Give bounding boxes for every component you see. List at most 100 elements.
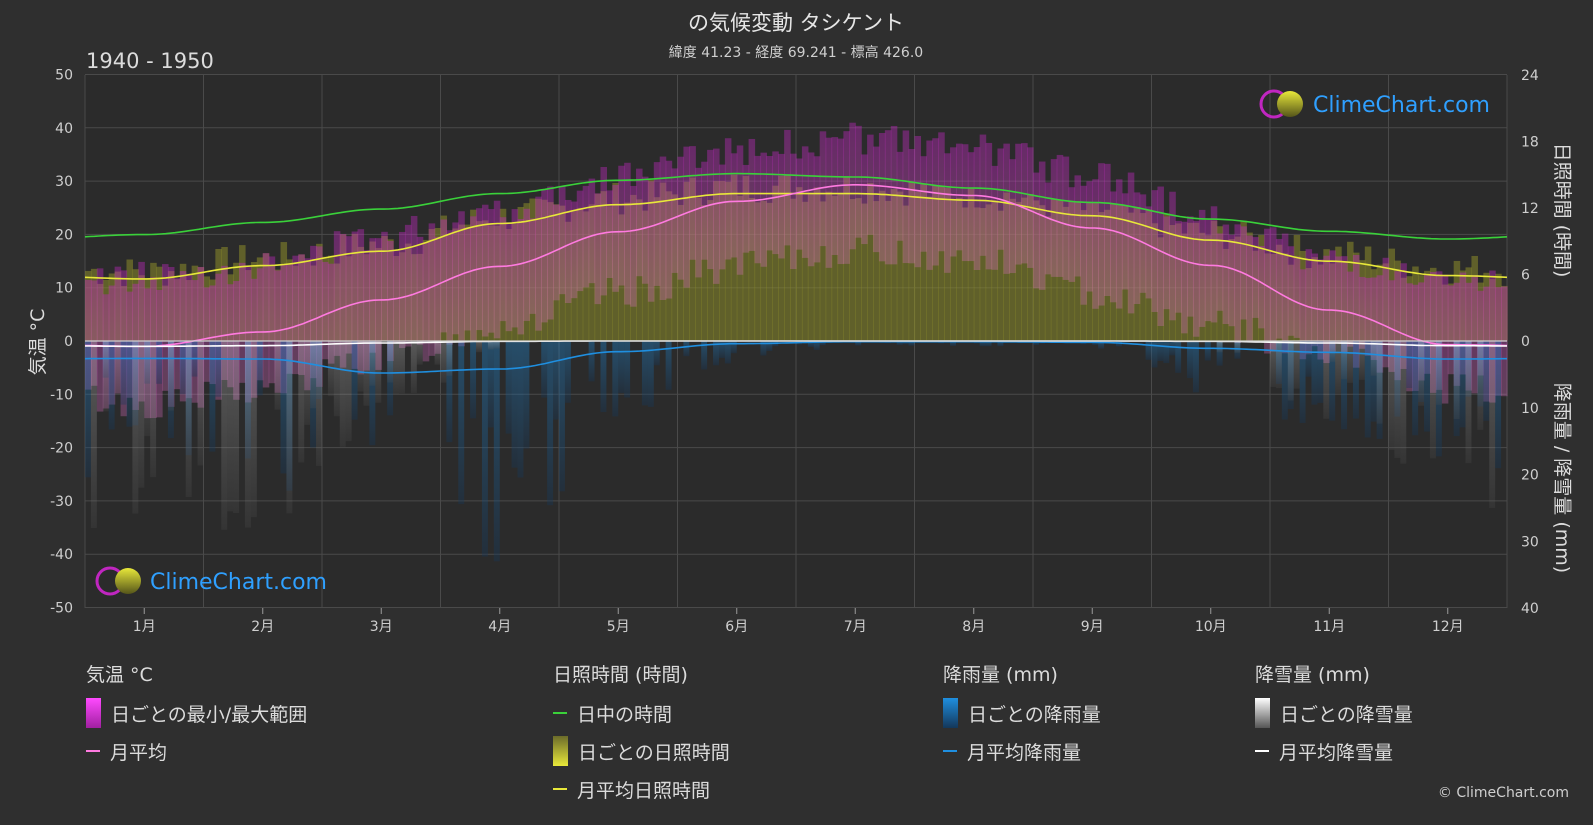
daylight-line (84, 172, 1508, 240)
rain-day-bar (1406, 341, 1413, 389)
watermark-logo-bottom: ClimeChart.com (95, 566, 327, 596)
rain-day-bar (618, 341, 625, 393)
watermark-text-bottom: ClimeChart.com (150, 570, 327, 595)
snow-day-bar (138, 341, 145, 488)
temp-range-day-bar (718, 164, 726, 270)
sunshine-day-bar (867, 182, 874, 341)
rain-day-bar (902, 341, 909, 345)
temp-range-day-bar (1394, 271, 1401, 381)
temp-range-day-bar (938, 132, 945, 252)
rain-day-bar (493, 341, 500, 562)
temp-range-day-bar (1264, 228, 1271, 354)
temp-range-day-bar (381, 231, 388, 342)
temp-range-day-bar (677, 156, 685, 280)
rain-day-bar (1157, 341, 1164, 361)
sunshine-day-bar (813, 187, 821, 341)
temp-range-day-bar (683, 146, 690, 288)
temp-range-day-bar (855, 125, 862, 238)
legend-snow: 降雪量 (mm) 日ごとの降雪量 月平均降雪量 (1255, 660, 1413, 777)
temp-range-swatch (86, 698, 101, 728)
sunshine-day-bar (724, 181, 732, 341)
rain-day-bar (1495, 341, 1502, 469)
temp-range-day-bar (1127, 172, 1135, 314)
rain-day-bar (511, 341, 518, 468)
rain-day-bar (950, 341, 956, 346)
temp-range-day-bar (1341, 256, 1348, 353)
temp-range-day-bar (416, 236, 424, 345)
sunshine-day-bar (831, 195, 839, 341)
sunshine-day-bar (1021, 197, 1028, 341)
rain-day-bar (517, 341, 524, 478)
right-top-tick-label: 24 (1521, 68, 1539, 84)
rain-daily-swatch (943, 698, 958, 728)
temp-range-day-bar (1465, 282, 1473, 391)
sunshine-day-bar (1044, 216, 1052, 341)
temp-range-day-bar (612, 184, 619, 292)
temp-range-day-bar (434, 236, 442, 354)
left-tick-label: 30 (55, 174, 73, 190)
snow-day-bar (1388, 341, 1395, 451)
temp-range-day-bar (256, 268, 264, 381)
snow-day-bar (250, 341, 257, 518)
temp-range-day-bar (1477, 290, 1484, 376)
temp-range-day-bar (138, 261, 145, 402)
rain-day-bar (458, 341, 465, 505)
temp-range-day-bar (250, 278, 258, 398)
rain-day-bar (547, 341, 554, 506)
temp-range-day-bar (523, 208, 530, 321)
temp-range-day-bar (363, 250, 370, 371)
rain-day-bar (1364, 341, 1371, 438)
temp-range-day-bar (576, 190, 584, 292)
temp-range-day-bar (1050, 159, 1058, 277)
legend-rain: 降雨量 (mm) 日ごとの降雨量 月平均降雨量 (943, 660, 1101, 777)
month-label: 5月 (607, 619, 630, 635)
month-label: 8月 (962, 619, 985, 635)
snow-day-bar (185, 341, 192, 497)
temp-range-day-bar (985, 142, 993, 270)
temp-range-day-bar (1098, 163, 1105, 306)
snow-day-bar (1376, 341, 1383, 424)
rain-day-bar (1192, 341, 1199, 393)
rain-day-bar (683, 341, 690, 357)
legend-snow-avg: 月平均降雪量 (1255, 739, 1413, 764)
legend-sun-daily: 日ごとの日照時間 (553, 736, 730, 766)
left-tick-label: 10 (55, 281, 73, 297)
temp-range-day-bar (440, 219, 448, 333)
legend-sunshine-title: 日照時間 (時間) (553, 664, 688, 686)
watermark-text-top: ClimeChart.com (1313, 93, 1490, 118)
temp-range-day-bar (1252, 237, 1259, 318)
snow-day-bar (1394, 341, 1401, 458)
temp-avg-line (84, 184, 1508, 348)
left-tick-label: -10 (50, 387, 73, 403)
temp-range-day-bar (298, 254, 305, 375)
snow-day-bar (1435, 341, 1442, 405)
temp-range-day-bar (636, 168, 643, 277)
rain-day-bar (813, 341, 820, 350)
snow-day-bar (393, 341, 400, 395)
left-tick-label: -40 (50, 547, 73, 563)
snow-day-bar (1335, 341, 1342, 394)
rain-day-bar (724, 341, 731, 364)
snow-day-bar (476, 341, 482, 353)
rain-day-bar (564, 341, 571, 403)
legend-rain-avg: 月平均降雨量 (943, 739, 1101, 764)
temp-range-day-bar (1080, 185, 1087, 305)
sunshine-day-bar (961, 207, 969, 341)
sunshine-day-bar (967, 187, 975, 341)
sunshine-day-bar (890, 189, 898, 341)
snow-day-bar (167, 341, 174, 411)
snow-day-bar (1216, 341, 1223, 353)
sunshine-day-bar (950, 200, 957, 341)
temp-range-day-bar (1293, 256, 1301, 338)
sunshine-day-bar (760, 200, 767, 341)
temp-range-day-bar (884, 130, 892, 265)
rain-day-bar (766, 341, 773, 351)
temp-range-day-bar (1429, 271, 1437, 393)
snow-day-bar (1341, 341, 1348, 380)
sunshine-day-bar (796, 187, 803, 341)
temp-range-day-bar (114, 266, 122, 394)
temp-range-day-bar (292, 255, 299, 375)
period-label: 1940 - 1950 (86, 49, 214, 73)
rain-day-bar (588, 341, 595, 382)
sunshine-day-bar (938, 185, 945, 341)
